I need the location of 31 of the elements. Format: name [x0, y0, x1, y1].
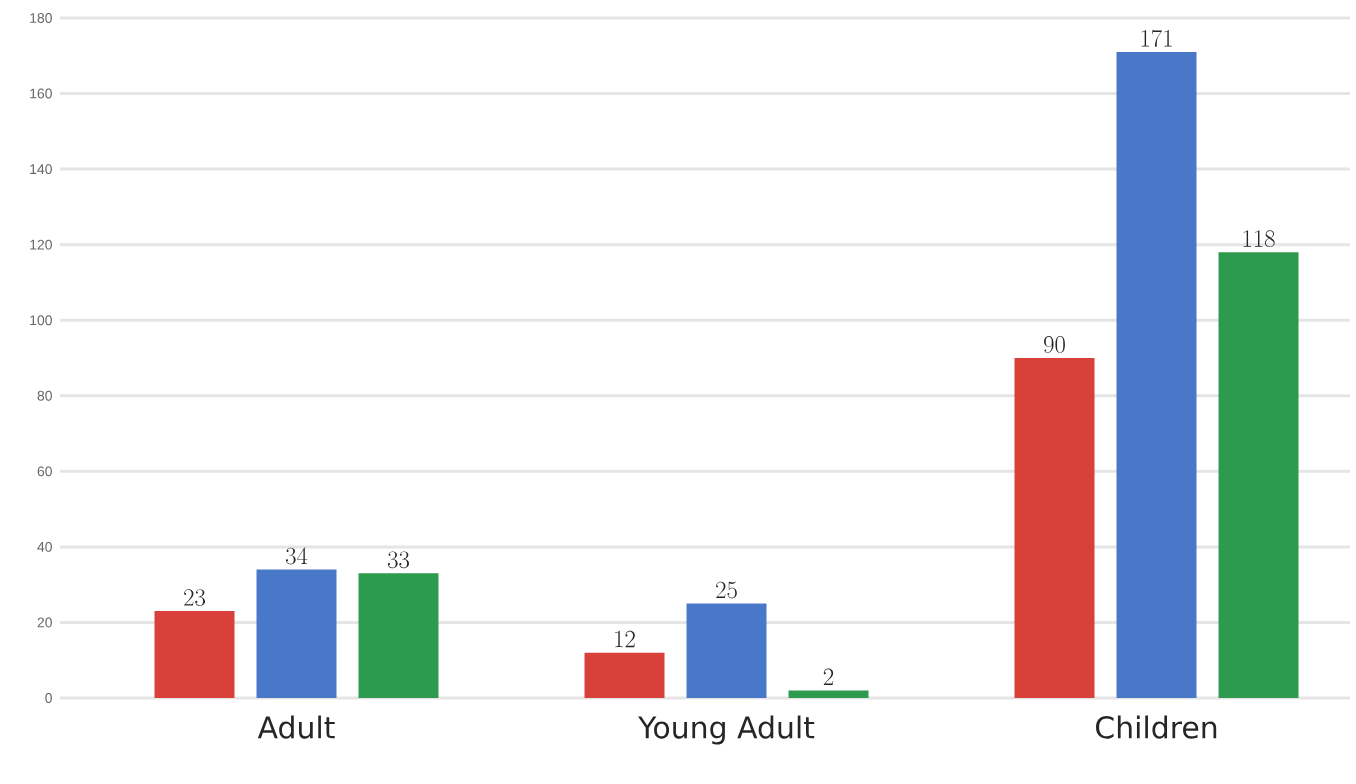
y-tick-label: 140: [30, 164, 52, 175]
y-tick-label: 20: [37, 617, 52, 628]
bar: [256, 569, 337, 698]
y-tick-label: 0: [45, 693, 52, 703]
data-label: 2: [823, 668, 834, 685]
y-tick-label: 100: [30, 315, 52, 326]
data-label: 34: [285, 547, 308, 565]
bar: [1218, 252, 1299, 698]
y-tick-label: 60: [37, 466, 52, 477]
data-label: 25: [716, 581, 737, 599]
bar: [1014, 358, 1095, 698]
data-label: 118: [1243, 230, 1275, 248]
x-tick-label: Young Adult: [638, 715, 815, 745]
data-label: 23: [184, 589, 206, 606]
bar: [154, 611, 235, 698]
bar: [1116, 51, 1197, 698]
bar: [358, 573, 439, 698]
y-tick-label: 180: [30, 13, 52, 23]
data-label: 90: [1044, 336, 1065, 353]
data-label: 33: [387, 551, 410, 569]
y-tick-label: 160: [30, 88, 52, 99]
bar: [584, 652, 665, 698]
y-tick-label: 80: [37, 390, 52, 401]
x-tick-label: Adult: [257, 715, 335, 739]
data-label: 12: [615, 630, 635, 648]
y-tick-label: 120: [30, 239, 52, 250]
bar: [686, 603, 767, 698]
x-tick-label: Children: [1096, 715, 1217, 739]
data-label: 171: [1141, 29, 1172, 47]
bar: [788, 690, 869, 698]
y-tick-label: 40: [37, 541, 52, 552]
